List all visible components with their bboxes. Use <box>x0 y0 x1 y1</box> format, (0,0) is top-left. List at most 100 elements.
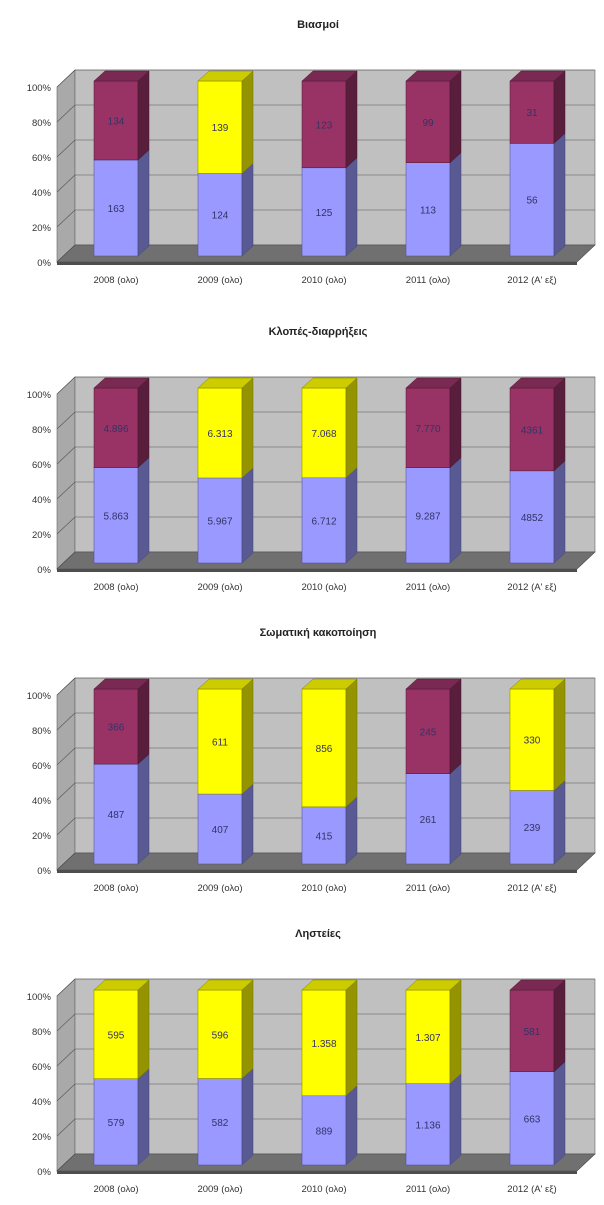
data-label: 124 <box>212 211 229 222</box>
y-tick-label: 80% <box>32 1027 52 1038</box>
bar-segment-side <box>345 377 358 479</box>
bar-top <box>405 979 462 991</box>
x-category-label: 2009 (ολο) <box>197 275 242 286</box>
y-tick-label: 40% <box>32 1097 52 1108</box>
gridline <box>56 411 76 430</box>
bar-segment <box>509 143 555 257</box>
gridline <box>56 1118 76 1137</box>
x-category-label: 2012 (Α' εξ) <box>507 275 556 286</box>
x-category-label: 2009 (ολο) <box>197 582 242 593</box>
x-category-label: 2012 (Α' εξ) <box>507 1184 556 1195</box>
data-label: 582 <box>212 1118 229 1129</box>
chart-title: Κλοπές-διαρρήξεις <box>269 326 368 338</box>
gridline <box>56 69 76 88</box>
data-label: 1.358 <box>311 1039 336 1050</box>
data-label: 245 <box>420 727 437 738</box>
bar-segment-side <box>553 460 566 564</box>
bar-segment-side <box>449 457 462 564</box>
data-label: 4361 <box>521 425 544 436</box>
bar-segment <box>197 387 243 479</box>
floor-edge <box>57 870 577 873</box>
bar-top <box>301 70 358 82</box>
data-label: 889 <box>316 1126 333 1137</box>
bar-segment-side <box>553 779 566 865</box>
bar-segment <box>509 470 555 564</box>
bar-top <box>509 678 566 690</box>
bar-segment-side <box>137 149 150 257</box>
y-tick-label: 20% <box>32 831 52 842</box>
bar-segment-side <box>553 1061 566 1166</box>
gridline <box>56 1048 76 1067</box>
bar-segment <box>509 80 555 144</box>
data-label: 596 <box>212 1030 229 1041</box>
gridline <box>56 139 76 158</box>
gridline <box>56 817 76 836</box>
bar-segment <box>93 159 139 257</box>
y-tick-label: 0% <box>37 258 51 269</box>
data-label: 163 <box>108 204 125 215</box>
bar-segment-side <box>137 70 150 161</box>
bar-segment-side <box>449 152 462 257</box>
data-label: 123 <box>316 120 333 131</box>
bar-segment-side <box>345 1085 358 1166</box>
y-tick-label: 0% <box>37 1167 51 1178</box>
gridline <box>56 209 76 228</box>
gridline <box>56 446 76 465</box>
stacked-bar-chart-1: Βιασμοί 0% 20% 40% 60% 80% 100% 163 134 2008 (ολ… <box>27 19 596 286</box>
bar-top <box>405 678 462 690</box>
y-tick-label: 60% <box>32 1062 52 1073</box>
bar-segment-side <box>449 377 462 469</box>
x-category-label: 2011 (ολο) <box>406 1184 450 1195</box>
bar-segment <box>93 1078 139 1166</box>
bar-segment <box>405 1083 451 1166</box>
bar-segment <box>197 173 243 257</box>
bar-segment-side <box>137 979 150 1080</box>
x-category-label: 2009 (ολο) <box>197 883 242 894</box>
bar-segment <box>93 989 139 1079</box>
gridline <box>56 104 76 123</box>
floor-edge <box>57 1171 577 1174</box>
x-category-label: 2010 (ολο) <box>301 1184 346 1195</box>
left-wall <box>56 978 76 1172</box>
data-label: 6.712 <box>311 516 336 527</box>
y-tick-label: 80% <box>32 425 52 436</box>
bar-top <box>197 979 254 991</box>
bar-segment-side <box>137 457 150 564</box>
bar-segment <box>509 989 555 1072</box>
chart-title: Βιασμοί <box>297 19 339 31</box>
y-tick-label: 60% <box>32 460 52 471</box>
bar-segment-side <box>553 377 566 472</box>
bar-segment-side <box>345 70 358 169</box>
y-tick-label: 20% <box>32 223 52 234</box>
gridline <box>56 677 76 696</box>
data-label: 261 <box>420 815 437 826</box>
y-tick-label: 60% <box>32 153 52 164</box>
y-tick-label: 100% <box>27 691 52 702</box>
data-label: 1.136 <box>415 1120 440 1131</box>
y-tick-label: 80% <box>32 726 52 737</box>
bar-segment-side <box>449 678 462 775</box>
floor-edge <box>57 569 577 572</box>
bar-segment-side <box>553 132 566 257</box>
x-category-label: 2010 (ολο) <box>301 275 346 286</box>
data-label: 611 <box>212 738 228 749</box>
gridline <box>56 516 76 535</box>
bar-top <box>197 70 254 82</box>
bar-top <box>197 678 254 690</box>
data-label: 407 <box>212 825 229 836</box>
bar-segment <box>509 1071 555 1166</box>
y-tick-label: 100% <box>27 83 52 94</box>
y-tick-label: 80% <box>32 118 52 129</box>
gridline <box>56 376 76 395</box>
data-label: 856 <box>316 744 333 755</box>
x-category-label: 2010 (ολο) <box>301 582 346 593</box>
data-label: 5.967 <box>207 516 232 527</box>
y-tick-label: 60% <box>32 761 52 772</box>
bar-segment-side <box>241 783 254 865</box>
bar-segment <box>197 1078 243 1166</box>
bar-segment <box>405 989 451 1084</box>
bar-segment-side <box>137 377 150 469</box>
data-label: 330 <box>524 736 541 747</box>
bar-segment <box>301 167 347 257</box>
bar-segment-side <box>137 753 150 865</box>
